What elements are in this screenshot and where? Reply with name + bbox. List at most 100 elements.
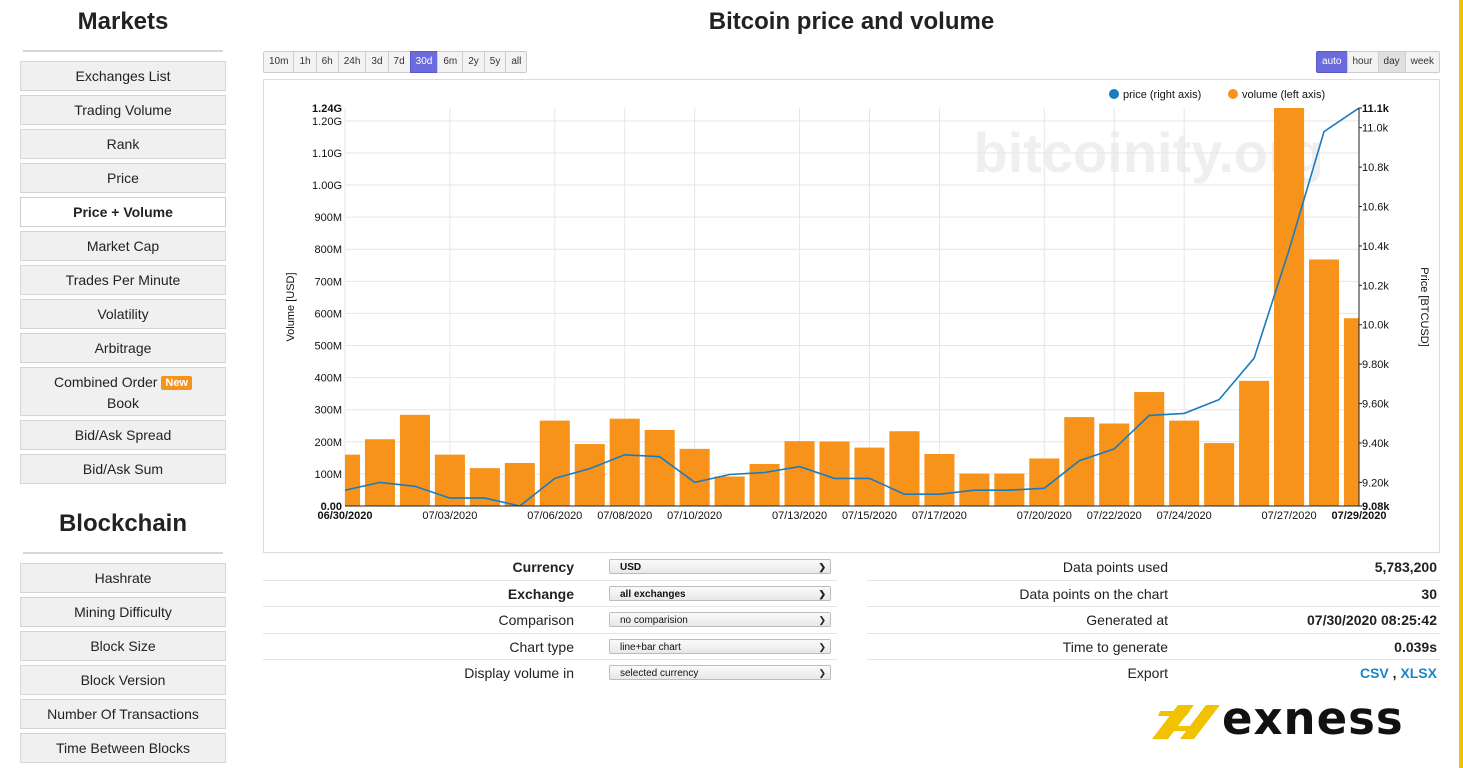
chart-type-select[interactable]: line+bar chart ❯ — [609, 638, 831, 654]
volume-bar — [574, 444, 605, 506]
setting-chart-type: Chart type line+bar chart ❯ — [263, 634, 837, 660]
setting-comparison: Comparison no comparision ❯ — [263, 607, 837, 634]
volume-bar — [854, 447, 885, 506]
stat-label: Time to generate — [1062, 638, 1168, 655]
setting-display-volume: Display volume in selected currency ❯ — [263, 660, 837, 686]
stat-label: Data points used — [1062, 559, 1168, 575]
timespan-button-10m[interactable]: 10m — [263, 51, 295, 73]
volume-bar — [679, 448, 710, 506]
sidebar-item-bid-ask-spread[interactable]: Bid/Ask Spread — [20, 420, 226, 450]
sidebar: Markets Exchanges List Trading Volume Rank… — [20, 0, 226, 767]
display-volume-value: selected currency — [620, 668, 699, 679]
currency-select[interactable]: USD ❯ — [609, 559, 831, 574]
divider — [23, 50, 223, 52]
sidebar-item-exchanges-list[interactable]: Exchanges List — [20, 61, 226, 91]
sidebar-item-time-between-blocks[interactable]: Time Between Blocks — [20, 733, 226, 763]
left-tick-label: 1.10G — [312, 148, 342, 160]
sidebar-item-block-size[interactable]: Block Size — [20, 631, 226, 661]
y-axis-title-left: Volume [USD] — [285, 272, 297, 341]
stat-row: Data points on the chart 30 — [867, 581, 1440, 607]
sidebar-item-rank[interactable]: Rank — [20, 129, 226, 159]
sidebar-item-label: Book — [107, 395, 139, 411]
sidebar-item-price-volume[interactable]: Price + Volume — [20, 197, 226, 227]
stat-label: Data points on the chart — [1019, 585, 1168, 602]
timespan-button-6h[interactable]: 6h — [315, 51, 339, 73]
timespan-button-all[interactable]: all — [505, 51, 528, 73]
export-xlsx-link[interactable]: XLSX — [1400, 665, 1437, 681]
setting-currency: Currency USD ❯ — [263, 554, 837, 581]
sidebar-item-mining-difficulty[interactable]: Mining Difficulty — [20, 597, 226, 627]
sidebar-item-number-of-transactions[interactable]: Number Of Transactions — [20, 699, 226, 729]
x-tick-label: 07/17/2020 — [912, 510, 967, 522]
sidebar-item-trades-per-minute[interactable]: Trades Per Minute — [20, 265, 226, 295]
exness-logo-mark — [1152, 705, 1220, 739]
legend-price-label: price (right axis) — [1123, 89, 1201, 101]
resolution-button-auto[interactable]: auto — [1316, 51, 1348, 73]
resolution-button-week[interactable]: week — [1404, 51, 1440, 73]
timespan-button-24h[interactable]: 24h — [337, 51, 367, 73]
chart-type-value: line+bar chart — [620, 641, 681, 653]
resolution-selector: auto hour day week — [1316, 51, 1440, 73]
sidebar-item-price[interactable]: Price — [20, 163, 226, 193]
exchange-select[interactable]: all exchanges ❯ — [609, 585, 831, 601]
sidebar-item-arbitrage[interactable]: Arbitrage — [20, 333, 226, 363]
stat-row-export: Export CSV , XLSX — [867, 660, 1440, 686]
sidebar-item-hashrate[interactable]: Hashrate — [20, 563, 226, 593]
left-tick-label: 100M — [314, 469, 342, 481]
timespan-button-6m[interactable]: 6m — [437, 51, 464, 73]
timespan-button-2y[interactable]: 2y — [462, 51, 485, 73]
currency-value: USD — [620, 562, 642, 573]
x-tick-label: 07/06/2020 — [527, 510, 582, 522]
timespan-button-5y[interactable]: 5y — [483, 51, 507, 73]
sidebar-item-block-version[interactable]: Block Version — [20, 665, 226, 695]
sidebar-item-market-cap[interactable]: Market Cap — [20, 231, 226, 261]
export-separator: , — [1392, 665, 1397, 681]
comparison-label: Comparison — [498, 612, 574, 628]
volume-bar — [819, 441, 850, 506]
right-tick-label: 9.60k — [1362, 399, 1389, 411]
x-tick-label: 07/08/2020 — [597, 510, 652, 522]
stat-value: 30 — [1421, 585, 1437, 602]
x-tick-label: 07/15/2020 — [842, 510, 897, 522]
resolution-button-hour[interactable]: hour — [1346, 51, 1379, 73]
x-tick-label: 07/29/2020 — [1331, 510, 1386, 522]
right-tick-label: 9.40k — [1362, 438, 1389, 450]
timespan-button-7d[interactable]: 7d — [387, 51, 411, 73]
blockchain-nav: Hashrate Mining Difficulty Block Size Block… — [20, 563, 226, 763]
price-volume-chart: bitcoinity.org 0.00 100M 200M 300M 400M 500M 60… — [263, 79, 1440, 553]
blockchain-heading: Blockchain — [58, 510, 188, 537]
sidebar-item-combined-order-book[interactable]: Combined Order New Book — [20, 367, 226, 416]
exness-logo: exness — [1150, 692, 1440, 745]
timespan-button-3d[interactable]: 3d — [365, 51, 389, 73]
right-tick-label: 10.0k — [1362, 320, 1389, 332]
timespan-button-1h[interactable]: 1h — [293, 51, 317, 73]
chevron-down-icon: ❯ — [818, 615, 826, 625]
left-tick-label: 900M — [314, 212, 342, 224]
plot-area — [345, 107, 1359, 506]
right-tick-label: 10.2k — [1362, 280, 1389, 292]
comparison-value: no comparision — [620, 615, 688, 626]
volume-bar — [1308, 259, 1340, 506]
export-csv-link[interactable]: CSV — [1359, 665, 1389, 681]
volume-bar — [504, 462, 535, 506]
volume-bar — [1169, 420, 1200, 506]
comparison-select[interactable]: no comparision ❯ — [609, 612, 831, 627]
x-tick-label: 07/22/2020 — [1087, 510, 1142, 522]
right-tick-label: 10.4k — [1362, 241, 1389, 253]
sidebar-item-trading-volume[interactable]: Trading Volume — [20, 95, 226, 125]
chevron-down-icon: ❯ — [818, 641, 826, 652]
sidebar-item-bid-ask-sum[interactable]: Bid/Ask Sum — [20, 454, 226, 484]
left-tick-label: 200M — [314, 437, 342, 449]
markets-heading: Markets — [77, 8, 169, 35]
right-tick-label: 11.0k — [1362, 123, 1389, 135]
volume-bar — [644, 429, 675, 506]
divider — [23, 552, 223, 554]
left-tick-label: 1.20G — [312, 116, 342, 128]
left-tick-label: 0.00 — [321, 501, 342, 513]
sidebar-item-volatility[interactable]: Volatility — [20, 299, 226, 329]
timespan-button-30d[interactable]: 30d — [409, 51, 439, 73]
right-tick-label: 9.08k — [1362, 501, 1390, 513]
resolution-button-day[interactable]: day — [1377, 51, 1406, 73]
x-tick-label: 07/20/2020 — [1017, 510, 1072, 522]
display-volume-select[interactable]: selected currency ❯ — [609, 665, 831, 680]
